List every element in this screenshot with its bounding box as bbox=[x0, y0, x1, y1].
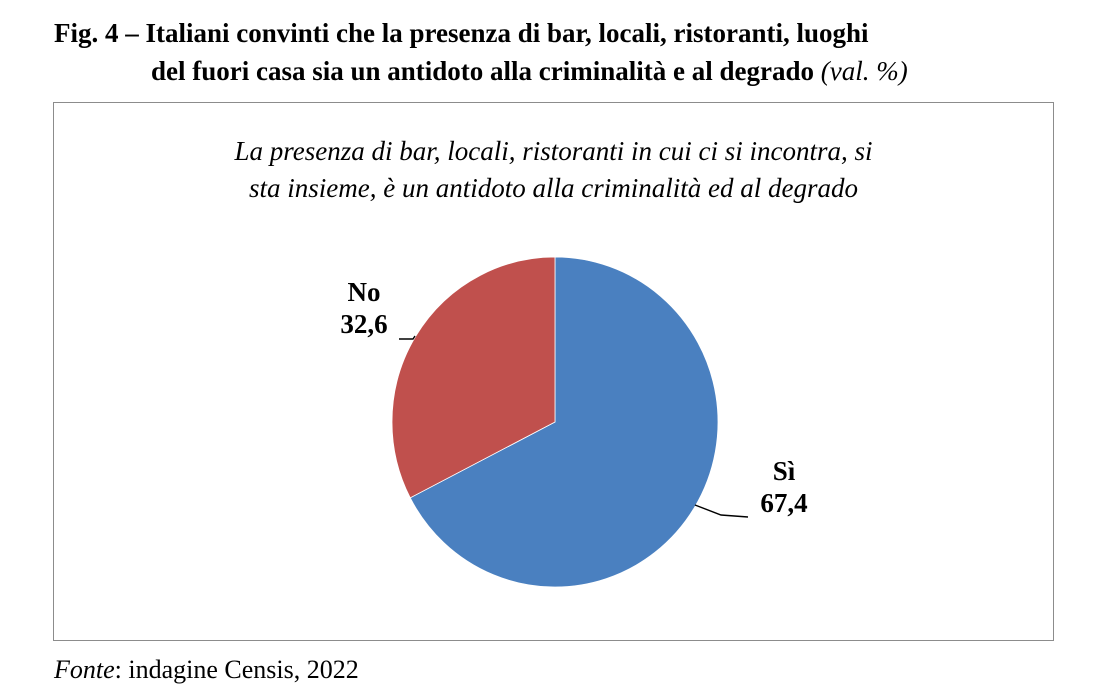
figure-unit: (val. %) bbox=[820, 56, 908, 86]
slice-label-si-value: 67,4 bbox=[760, 488, 808, 518]
chart-subtitle: La presenza di bar, locali, ristoranti i… bbox=[54, 133, 1053, 207]
leader-line-si bbox=[694, 504, 749, 518]
slice-label-si-name: Sì bbox=[772, 456, 796, 486]
source-text: : indagine Censis, 2022 bbox=[114, 655, 359, 684]
figure-title-line2: del fuori casa sia un antidoto alla crim… bbox=[54, 52, 1074, 90]
chart-subtitle-line2: sta insieme, è un antidoto alla criminal… bbox=[249, 173, 858, 203]
figure-title: Fig. 4 – Italiani convinti che la presen… bbox=[54, 14, 1074, 90]
leader-line-no bbox=[399, 335, 416, 340]
slice-label-no-value: 32,6 bbox=[340, 309, 388, 339]
chart-frame: La presenza di bar, locali, ristoranti i… bbox=[53, 102, 1054, 641]
pie-chart bbox=[391, 256, 749, 588]
figure-title-line2-text: del fuori casa sia un antidoto alla crim… bbox=[151, 56, 815, 86]
source-note: Fonte: indagine Censis, 2022 bbox=[54, 653, 359, 687]
pie-slice-si bbox=[409, 256, 719, 588]
slice-label-no: No 32,6 bbox=[324, 276, 404, 340]
figure-title-line1: Fig. 4 – Italiani convinti che la presen… bbox=[54, 18, 869, 48]
slice-label-si: Sì 67,4 bbox=[744, 455, 824, 519]
chart-subtitle-line1: La presenza di bar, locali, ristoranti i… bbox=[234, 136, 873, 166]
pie-slice-no bbox=[391, 256, 556, 499]
slice-label-no-name: No bbox=[347, 277, 381, 307]
source-prefix: Fonte bbox=[54, 655, 115, 684]
